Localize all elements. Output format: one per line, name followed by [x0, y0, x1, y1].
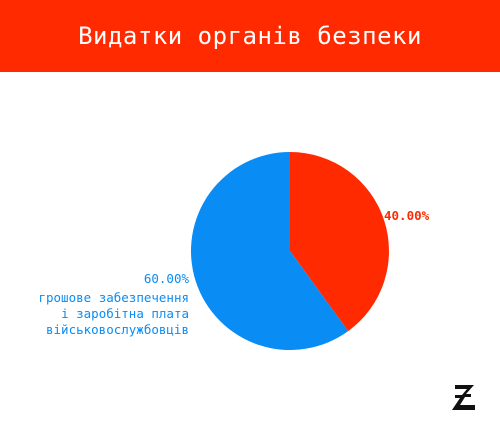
header-bar: Видатки органів безпеки	[0, 0, 500, 72]
slice-percent-label-60: 60.00%	[144, 271, 190, 286]
slice-label-line-2: і заробітна плата	[61, 306, 189, 321]
slice-percent-label-40: 40.00%	[384, 208, 430, 223]
slice-label-line-1: грошове забезпечення	[38, 290, 189, 305]
pie-slice-salary	[190, 151, 349, 350]
pie-slice-security-other	[290, 152, 389, 332]
page-title: Видатки органів безпеки	[78, 22, 422, 50]
slice-label-line-3: військовослужбовців	[46, 322, 189, 337]
z-logo-icon	[452, 385, 475, 410]
